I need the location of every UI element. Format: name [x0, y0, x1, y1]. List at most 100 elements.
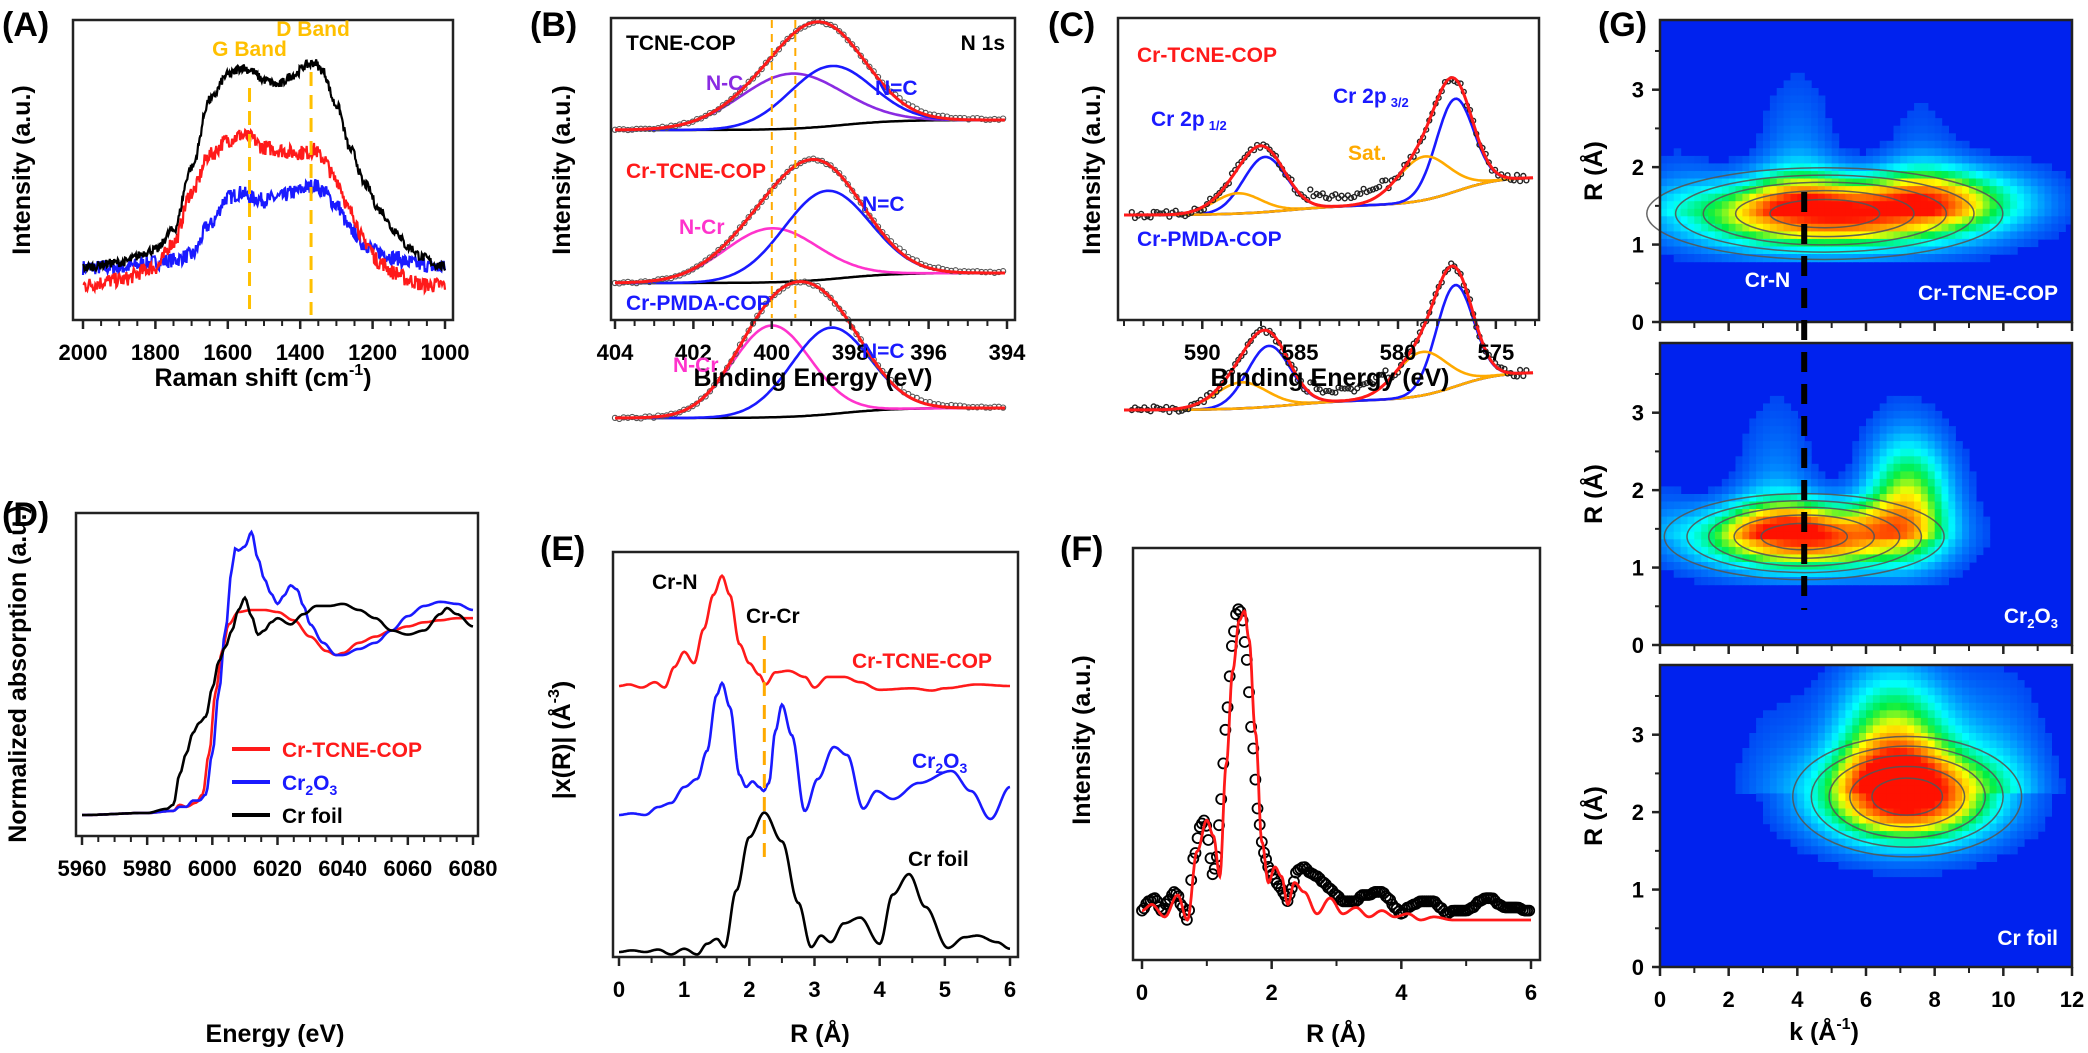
- g-heatmap-cell: [1996, 223, 2004, 232]
- g-heatmap-cell: [1879, 155, 1888, 165]
- g-heatmap-cell: [1756, 524, 1764, 533]
- g-heatmap-cell: [1728, 471, 1737, 480]
- g-heatmap-cell: [2003, 740, 2011, 749]
- g-heatmap-cell: [1927, 778, 1936, 787]
- g-heatmap-cell: [1893, 246, 1901, 255]
- g-heatmap-cell: [2017, 193, 2025, 202]
- g-heatmap-cell: [1852, 478, 1860, 488]
- g-heatmap-cell: [1845, 246, 1853, 255]
- g-heatmap-cell: [1763, 254, 1771, 263]
- g-heatmap-cell: [1756, 254, 1764, 263]
- g-heatmap-cell: [1914, 441, 1922, 450]
- g-heatmap-cell: [1804, 717, 1812, 727]
- g-heatmap-cell: [1934, 441, 1943, 450]
- g-sample-label-sub: 2: [2027, 616, 2034, 631]
- g-heatmap-cell: [2030, 717, 2039, 727]
- b-data-point: [736, 88, 744, 95]
- g-heatmap-cell: [2017, 186, 2025, 195]
- g-heatmap-cell: [1831, 494, 1840, 503]
- g-heatmap-cell: [1941, 554, 1949, 563]
- g-heatmap-cell: [1824, 831, 1833, 840]
- g-heatmap-cell: [1955, 231, 1963, 240]
- g-heatmap-cell: [1811, 88, 1819, 97]
- g-heatmap-cell: [1804, 778, 1812, 787]
- g-heatmap-cell: [1852, 554, 1860, 563]
- g-heatmap-cell: [1982, 155, 1991, 165]
- g-heatmap-cell: [1804, 838, 1812, 847]
- g-heatmap-cell: [1879, 441, 1888, 450]
- g-heatmap-cell: [1838, 148, 1846, 157]
- g-heatmap-cell: [1817, 710, 1826, 719]
- g-heatmap-cell: [1920, 702, 1929, 711]
- g-heatmap-cell: [1989, 831, 1998, 840]
- g-heatmap-cell: [1831, 687, 1840, 696]
- g-heatmap-cell: [1790, 456, 1798, 465]
- cr-tcne-cop-label-c: Cr-TCNE-COP: [1137, 44, 1277, 67]
- g-heatmap-cell: [1866, 193, 1874, 202]
- g-heatmap-cell: [1934, 770, 1943, 779]
- g-heatmap-cell: [2065, 193, 2073, 202]
- g-heatmap-cell: [1735, 569, 1743, 578]
- g-heatmap-cell: [1907, 755, 1915, 764]
- g-heatmap-cell: [1962, 763, 1970, 772]
- g-heatmap-cell: [1824, 710, 1833, 719]
- g-heatmap-cell: [1920, 725, 1929, 734]
- g-heatmap-cell: [1934, 133, 1943, 142]
- g-heatmap-cell: [1824, 208, 1833, 217]
- g-heatmap-cell: [2003, 785, 2011, 794]
- g-heatmap-cell: [1776, 501, 1785, 510]
- g-heatmap-cell: [1811, 710, 1819, 719]
- g-heatmap-cell: [1797, 426, 1805, 435]
- g-heatmap-cell: [1852, 710, 1860, 719]
- g-heatmap-cell: [1982, 539, 1991, 548]
- g-heatmap-cell: [1886, 539, 1895, 548]
- g-heatmap-cell: [1872, 463, 1881, 472]
- g-heatmap-cell: [1866, 763, 1874, 772]
- g-heatmap-cell: [1927, 816, 1936, 825]
- g-heatmap-cell: [1817, 853, 1826, 862]
- g-heatmap-cell: [1708, 171, 1716, 180]
- g-heatmap-cell: [1666, 546, 1675, 556]
- g-heatmap-cell: [1975, 201, 1984, 210]
- g-heatmap-cell: [1804, 539, 1812, 548]
- g-heatmap-cell: [2030, 800, 2039, 810]
- g-heatmap-cell: [1982, 831, 1991, 840]
- panel-b-xlabel: Binding Energy (eV): [694, 364, 933, 392]
- g-heatmap-cell: [1886, 448, 1895, 457]
- g-heatmap-cell: [1831, 695, 1840, 704]
- g-heatmap-cell: [1838, 702, 1846, 711]
- g-heatmap-cell: [2044, 748, 2052, 757]
- g-heatmap-cell: [1859, 853, 1867, 862]
- g-heatmap-cell: [1955, 748, 1963, 757]
- g-heatmap-cell: [1763, 740, 1771, 749]
- g-heatmap-cell: [1845, 216, 1853, 225]
- g-heatmap-cell: [1776, 562, 1785, 571]
- g-heatmap-cell: [1969, 808, 1977, 817]
- g-heatmap-cell: [2051, 763, 2059, 772]
- g-heatmap-cell: [1776, 486, 1785, 495]
- g-heatmap-cell: [1941, 201, 1949, 210]
- g-heatmap-cell: [1776, 471, 1785, 480]
- g-heatmap-cell: [1824, 785, 1833, 794]
- g-heatmap-cell: [2003, 725, 2011, 734]
- g-heatmap-cell: [1859, 702, 1867, 711]
- g-heatmap-cell: [1817, 238, 1826, 248]
- g-heatmap-cell: [1920, 223, 1929, 232]
- g-heatmap-cell: [1831, 838, 1840, 847]
- g-heatmap-cell: [1982, 823, 1991, 832]
- g-heatmap-cell: [1660, 554, 1668, 563]
- g-heatmap-cell: [1687, 524, 1695, 533]
- g-heatmap-cell: [1872, 501, 1881, 510]
- g-heatmap-cell: [1824, 725, 1833, 734]
- g-heatmap-cell: [1955, 838, 1963, 847]
- g-heatmap-cell: [1783, 831, 1792, 840]
- g-heatmap-cell: [1872, 755, 1881, 764]
- g-heatmap-cell: [1914, 208, 1922, 217]
- g-heatmap-cell: [1721, 554, 1730, 563]
- g-heatmap-cell: [1838, 672, 1846, 681]
- g-heatmap-cell: [1969, 516, 1977, 525]
- g-heatmap-cell: [1927, 186, 1936, 195]
- g-heatmap-cell: [1948, 148, 1956, 157]
- g-heatmap-cell: [1900, 569, 1908, 578]
